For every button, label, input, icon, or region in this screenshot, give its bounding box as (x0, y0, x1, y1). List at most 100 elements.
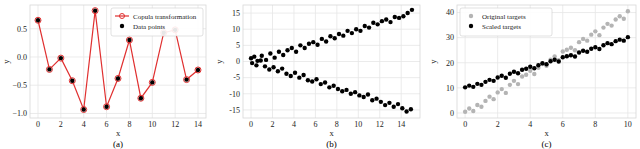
legend-line (115, 15, 129, 16)
scatter-point (400, 106, 404, 110)
grid-line (627, 5, 628, 118)
tick-label: 0 (450, 109, 454, 118)
scatter-point (471, 109, 475, 113)
line-marker (35, 17, 41, 23)
scatter-point (593, 29, 597, 33)
scatter-point (358, 29, 362, 33)
scatter-point (306, 78, 310, 82)
scatter-point (393, 15, 397, 19)
tick-label: 10 (232, 25, 240, 34)
scatter-point (557, 59, 561, 63)
scatter-point (341, 33, 345, 37)
scatter-point (500, 87, 504, 91)
scatter-point (483, 80, 487, 84)
y-axis-label: y (428, 59, 438, 64)
tick-label: 2 (59, 120, 63, 129)
scatter-point (302, 46, 306, 50)
legend-box (460, 8, 552, 36)
scatter-point (290, 46, 294, 50)
scatter-point (371, 21, 375, 25)
y-axis-label: y (1, 59, 11, 64)
scatter-point (622, 38, 626, 42)
scatter-point (528, 69, 532, 73)
tick-label: 15 (232, 9, 240, 18)
scatter-point (544, 62, 548, 66)
scatter-point (324, 39, 328, 43)
grid-line (243, 13, 420, 14)
scatter-point (150, 80, 154, 84)
scatter-point (536, 63, 540, 67)
legend: Original targetsScaled targets (460, 8, 552, 36)
scatter-point (487, 78, 491, 82)
tick-label: -15 (229, 106, 240, 115)
plot-background (457, 5, 636, 118)
scatter-point (344, 88, 348, 92)
line-marker (92, 8, 98, 14)
scatter-point (622, 17, 626, 21)
line-marker (195, 67, 201, 73)
scatter-point (605, 22, 609, 26)
scatter-point (561, 55, 565, 59)
scatter-point (116, 76, 120, 80)
scatter-point (263, 64, 267, 68)
scatter-point (532, 72, 536, 76)
scatter-point (569, 53, 573, 57)
legend-label: Original targets (482, 13, 526, 21)
tick-label: 6 (561, 120, 565, 129)
grid-line (457, 37, 636, 38)
panel: 0246810010203040xy(c)Original targetsSca… (428, 5, 636, 149)
scatter-point (307, 42, 311, 46)
marks (249, 8, 414, 114)
scatter-point (467, 106, 471, 110)
scatter-point (363, 24, 367, 28)
panel-caption: (b) (326, 139, 337, 149)
line-marker (81, 107, 87, 113)
legend-marker (469, 14, 473, 18)
legend-label: Data points (133, 23, 165, 31)
tick-label: 2 (496, 120, 500, 129)
scatter-point (601, 43, 605, 47)
scatter-point (613, 17, 617, 21)
scatter-point (36, 18, 40, 22)
tick-label: 2 (271, 120, 275, 129)
line-marker (184, 77, 190, 83)
scatter-point (597, 47, 601, 51)
scatter-point (367, 25, 371, 29)
scatter-point (524, 73, 528, 77)
scatter-point (618, 14, 622, 18)
scatter-point (375, 22, 379, 26)
tick-label: 0.0 (17, 53, 27, 62)
legend-marker (469, 24, 473, 28)
tick-label: -5 (233, 73, 240, 82)
x-axis-label: x (116, 128, 121, 138)
scatter-point (337, 32, 341, 36)
scatter-point (392, 105, 396, 109)
scatter-point (504, 76, 508, 80)
scatter-point (349, 92, 353, 96)
line-marker (115, 75, 121, 81)
scatter-point (479, 105, 483, 109)
scatter-point (618, 37, 622, 41)
grid-line (83, 5, 84, 118)
grid-line (457, 112, 636, 113)
scatter-point (404, 109, 408, 113)
panel-caption: (c) (542, 139, 552, 149)
scatter-point (196, 68, 200, 72)
scatter-point (277, 50, 281, 54)
scatter-point (569, 45, 573, 49)
line-marker (149, 79, 155, 85)
tick-label: 8 (593, 120, 597, 129)
scatter-point (336, 87, 340, 91)
tick-label: 10 (624, 120, 632, 129)
scatter-point (264, 58, 268, 62)
legend: Copula transformationData points (111, 8, 203, 36)
panel-caption: (a) (113, 139, 123, 149)
scatter-point (520, 74, 524, 78)
scatter-point (370, 98, 374, 102)
grid-line (457, 87, 636, 88)
grid-line (243, 45, 420, 46)
scatter-point (475, 82, 479, 86)
scatter-point (328, 34, 332, 38)
scatter-point (310, 79, 314, 83)
scatter-point (565, 47, 569, 51)
